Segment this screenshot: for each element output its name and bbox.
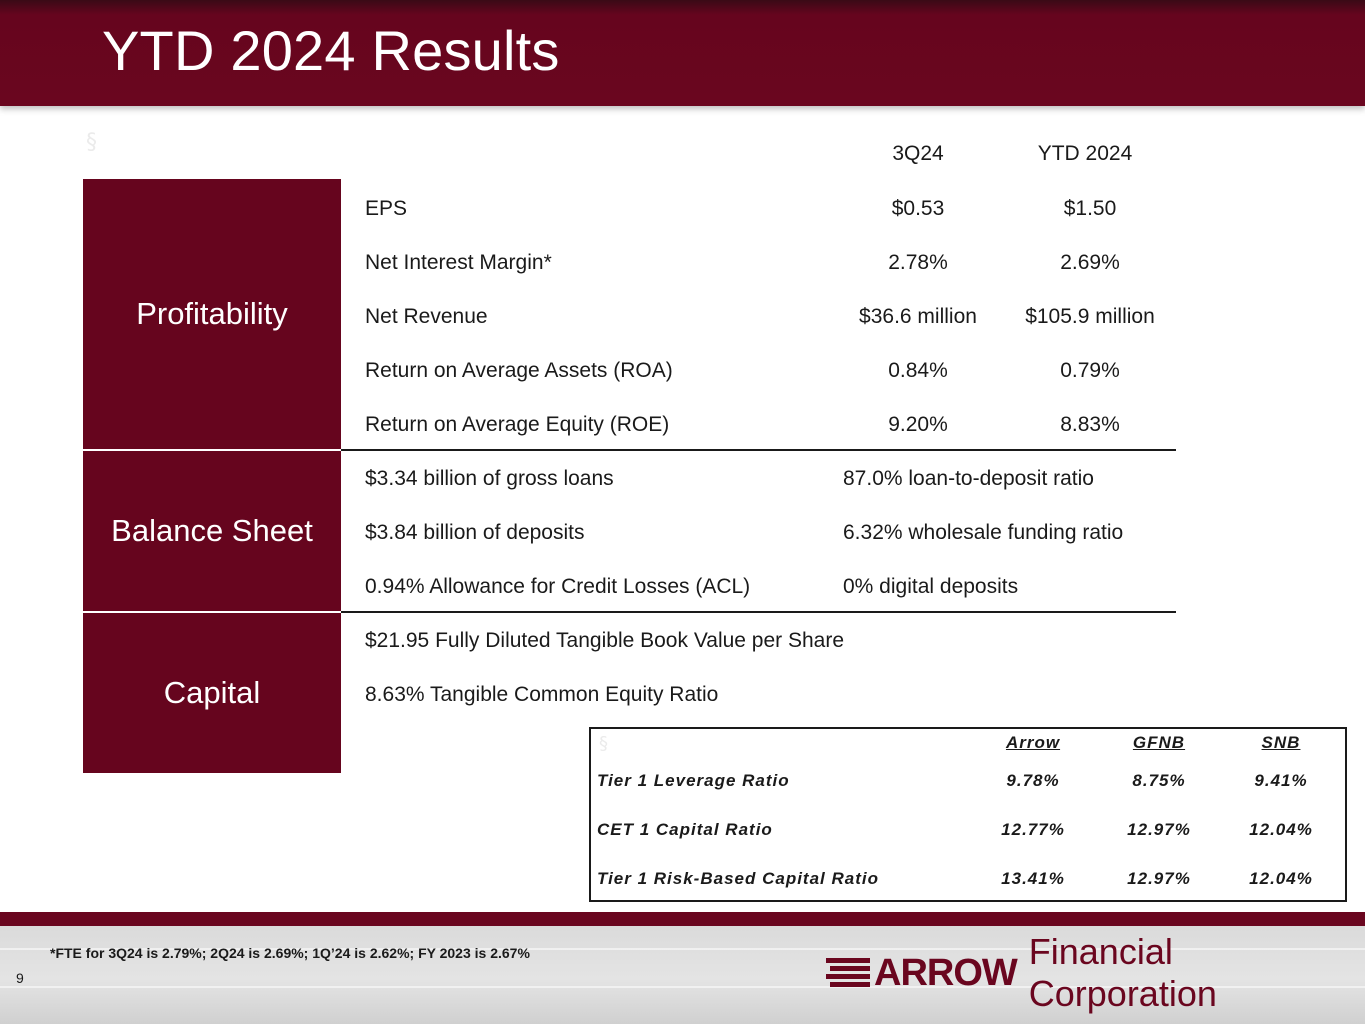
row-value-digital-deposits: 0% digital deposits xyxy=(843,575,1019,598)
company-logo: ARROW Financial Corporation xyxy=(824,931,1365,1014)
row-label-acl: 0.94% Allowance for Credit Losses (ACL) xyxy=(365,575,751,598)
title-bar: YTD 2024 Results xyxy=(0,0,1365,106)
section-label-capital: Capital xyxy=(83,613,341,773)
logo-subtext: Financial Corporation xyxy=(1028,931,1217,1014)
row-label-deposits: $3.84 billion of deposits xyxy=(365,521,585,544)
table-cell: 8.75% xyxy=(1132,771,1186,790)
row-value-roa-3q24: 0.84% xyxy=(888,359,948,382)
row-value-roa-ytd: 0.79% xyxy=(1060,359,1120,382)
row-label-eps: EPS xyxy=(365,197,408,220)
table-row-label: Tier 1 Leverage Ratio xyxy=(597,771,790,790)
arrow-lines-icon xyxy=(826,958,870,987)
section-label-balance-sheet: Balance Sheet xyxy=(83,451,341,611)
row-value-nim-ytd: 2.69% xyxy=(1060,251,1120,274)
footer-stripe xyxy=(0,912,1365,926)
table-row-label: Tier 1 Risk-Based Capital Ratio xyxy=(597,869,879,888)
row-value-eps-ytd: $1.50 xyxy=(1063,197,1117,220)
row-label-roe: Return on Average Equity (ROE) xyxy=(365,413,670,436)
table-cell: 12.97% xyxy=(1127,820,1191,839)
row-label-roa: Return on Average Assets (ROA) xyxy=(365,359,673,382)
table-cell: 12.04% xyxy=(1249,820,1313,839)
column-header-3q24: 3Q24 xyxy=(892,142,944,165)
footnote: *FTE for 3Q24 is 2.79%; 2Q24 is 2.69%; 1… xyxy=(50,945,530,961)
placeholder-icon: § xyxy=(86,130,97,155)
row-value-roe-3q24: 9.20% xyxy=(888,413,948,436)
row-value-net-revenue-ytd: $105.9 million xyxy=(1025,305,1155,328)
section-divider xyxy=(341,611,1176,613)
table-header-gfnb: GFNB xyxy=(1132,733,1186,752)
row-label-gross-loans: $3.34 billion of gross loans xyxy=(365,467,614,490)
row-value-roe-ytd: 8.83% xyxy=(1060,413,1120,436)
column-header-ytd-2024: YTD 2024 xyxy=(1037,142,1133,165)
table-cell: 13.41% xyxy=(1001,869,1065,888)
row-label-tangible-book-value: $21.95 Fully Diluted Tangible Book Value… xyxy=(365,629,845,652)
row-value-net-revenue-3q24: $36.6 million xyxy=(859,305,977,328)
table-cell: 12.04% xyxy=(1249,869,1313,888)
page-number: 9 xyxy=(16,970,24,986)
table-cell: 9.41% xyxy=(1254,771,1308,790)
page-title: YTD 2024 Results xyxy=(102,19,560,82)
arrow-logo-icon: ARROW xyxy=(824,951,1018,995)
table-cell: 9.78% xyxy=(1006,771,1060,790)
placeholder-icon: § xyxy=(599,733,608,754)
footer-background xyxy=(0,912,1365,1024)
capital-ratio-table: § Arrow GFNB SNB Tier 1 Leverage Ratio 9… xyxy=(589,727,1347,902)
table-cell: 12.97% xyxy=(1127,869,1191,888)
table-cell: 12.77% xyxy=(1001,820,1065,839)
row-value-loan-to-deposit: 87.0% loan-to-deposit ratio xyxy=(843,467,1094,490)
row-value-eps-3q24: $0.53 xyxy=(891,197,945,220)
table-header-snb: SNB xyxy=(1261,733,1301,752)
row-value-nim-3q24: 2.78% xyxy=(888,251,948,274)
row-label-tangible-common-equity: 8.63% Tangible Common Equity Ratio xyxy=(365,683,719,706)
table-header-arrow: Arrow xyxy=(1005,733,1061,752)
row-value-wholesale-funding: 6.32% wholesale funding ratio xyxy=(843,521,1124,544)
table-row-label: CET 1 Capital Ratio xyxy=(597,820,773,839)
logo-wordmark: ARROW xyxy=(874,951,1018,994)
section-divider xyxy=(341,449,1176,451)
section-label-profitability: Profitability xyxy=(83,179,341,449)
row-label-net-revenue: Net Revenue xyxy=(365,305,488,328)
row-label-net-interest-margin: Net Interest Margin* xyxy=(365,251,552,274)
